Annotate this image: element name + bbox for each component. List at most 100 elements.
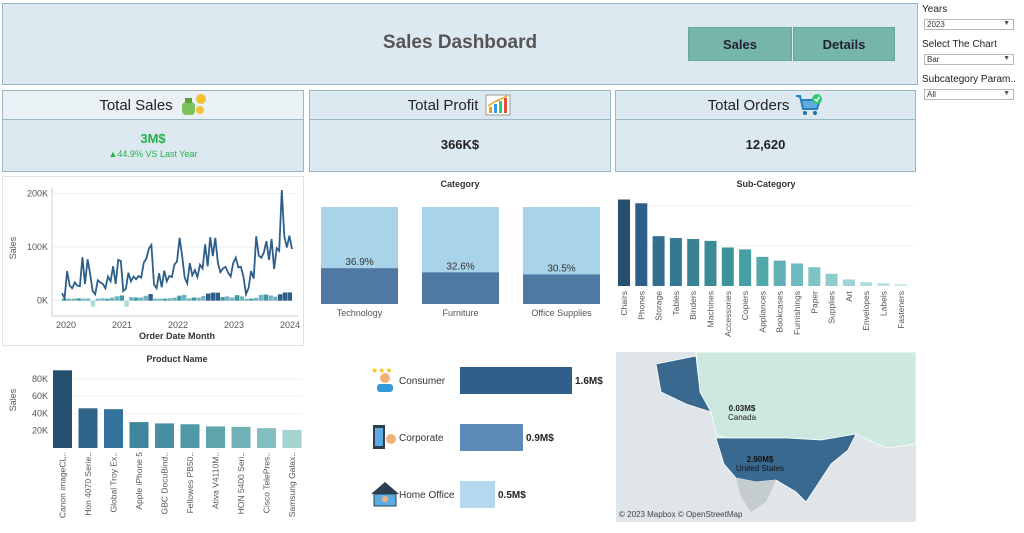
subcategory-bar[interactable] — [825, 273, 838, 286]
subcategory-bar[interactable] — [721, 247, 734, 286]
profit-bar — [124, 300, 129, 307]
subcategory-bar[interactable] — [791, 263, 803, 286]
map-us-label: United States — [736, 464, 785, 473]
subcategory-x-label: Art — [844, 290, 854, 302]
line-x-tick-label: 2020 — [56, 320, 76, 330]
line-x-tick-label: 2024 — [280, 320, 300, 330]
subcategory-bar[interactable] — [860, 282, 873, 286]
profit-bar — [177, 295, 182, 301]
segment-value-label: 1.6M$ — [575, 376, 603, 387]
map-region-canada[interactable] — [695, 352, 916, 449]
profit-bar — [114, 296, 120, 301]
profit-bar — [62, 298, 67, 301]
product-x-label: Hon 4070 Serie.. — [83, 452, 93, 516]
consumer-icon: ★★★ — [371, 366, 393, 392]
profit-bar — [182, 294, 187, 301]
details-nav-button[interactable]: Details — [793, 27, 895, 61]
product-x-label: Samsung Galax.. — [287, 452, 297, 517]
segment-label: Home Office — [399, 490, 455, 501]
product-bar[interactable] — [155, 423, 174, 448]
profit-bar — [129, 297, 134, 301]
profit-bar — [81, 298, 86, 301]
profit-bar — [249, 298, 254, 301]
subcategory-bar[interactable] — [842, 279, 855, 286]
category-bar-share[interactable] — [321, 268, 398, 304]
profit-bar — [134, 297, 139, 301]
years-select[interactable]: 2023 ▼ — [924, 19, 1014, 30]
profit-bar — [143, 295, 148, 301]
category-bar-share[interactable] — [422, 272, 499, 304]
segment-bar[interactable] — [460, 481, 495, 508]
chart-filter-label: Select The Chart — [922, 39, 997, 50]
subcategory-x-label: Accessories — [723, 291, 733, 337]
product-bar[interactable] — [129, 422, 149, 448]
map-region-alaska[interactable] — [655, 355, 712, 413]
subcategory-bar[interactable] — [773, 260, 786, 286]
segment-chart: ★★★ Consumer 1.6M$ Corporate 0.9M$ Home Offic… — [371, 366, 603, 508]
product-bar[interactable] — [231, 426, 251, 448]
kpi-sales-delta: ▲44.9% VS Last Year — [108, 149, 198, 159]
profit-bar — [239, 296, 244, 301]
subcategory-select[interactable]: All ▼ — [924, 89, 1014, 100]
subcategory-bar[interactable] — [808, 267, 821, 286]
subcategory-bar[interactable] — [652, 236, 665, 286]
segment-bar[interactable] — [460, 367, 572, 394]
map-canvas — [655, 352, 916, 512]
sales-nav-button[interactable]: Sales — [688, 27, 792, 61]
subcategory-x-label: Furnishings — [792, 291, 802, 335]
profit-bar — [105, 298, 110, 301]
product-x-label: GBC DocuBind.. — [160, 452, 170, 514]
kpi-sales-value: 3M$ — [140, 131, 166, 146]
subcategory-x-label: Supplies — [827, 291, 837, 324]
profit-bar — [273, 296, 278, 301]
subcategory-bar[interactable] — [687, 239, 700, 286]
map-canada-value: 0.03M$ — [728, 404, 756, 413]
subcategory-bar[interactable] — [877, 283, 890, 286]
subcategory-bar[interactable] — [669, 238, 682, 286]
product-bar[interactable] — [78, 408, 98, 448]
subcategory-bar[interactable] — [756, 256, 769, 286]
chart-type-select[interactable]: Bar ▼ — [924, 54, 1014, 65]
product-x-label: Ativa V4110M.. — [211, 452, 221, 509]
profit-bar — [76, 298, 81, 301]
category-chart-title: Category — [440, 179, 480, 189]
page-title: Sales Dashboard — [382, 32, 538, 53]
growth-chart-icon — [485, 94, 511, 116]
product-bar[interactable] — [53, 370, 72, 448]
subcategory-chart: Chairs Phones Storage Tables Binders Machines… — [617, 199, 915, 337]
category-chart: 36.9% Technology 32.6% Furniture 30.5% Office… — [321, 207, 600, 318]
subcategory-filter-label: Subcategory Param.. — [922, 74, 1016, 85]
segment-label: Corporate — [399, 433, 444, 444]
profit-bar — [258, 294, 264, 301]
svg-text:★★★: ★★★ — [371, 366, 393, 375]
subcategory-bar[interactable] — [894, 284, 907, 286]
product-y-tick-label: 20K — [32, 426, 48, 436]
map-attribution: © 2023 Mapbox © OpenStreetMap — [619, 510, 743, 519]
product-bar[interactable] — [257, 428, 276, 448]
profit-bar — [278, 294, 283, 301]
kpi-total-orders: Total Orders 12,620 — [615, 90, 916, 172]
product-bar[interactable] — [206, 426, 225, 448]
product-bar[interactable] — [180, 424, 200, 448]
subcategory-chart-title: Sub-Category — [736, 179, 796, 189]
sales-trend-chart: 0K 100K 200K 2020 2021 2022 2023 2024 Sales Or… — [2, 176, 304, 346]
line-y-tick-label: 0K — [37, 296, 48, 306]
category-bar-share[interactable] — [523, 274, 600, 304]
sales-map[interactable]: 0.03M$ Canada 2.90M$ United States © 202… — [616, 352, 916, 522]
profit-bar — [162, 298, 168, 301]
profit-bar — [210, 292, 216, 301]
segment-bar[interactable] — [460, 424, 523, 451]
subcategory-x-label: Storage — [654, 291, 664, 321]
subcategory-bar[interactable] — [635, 203, 648, 286]
product-bar[interactable] — [282, 429, 302, 448]
product-y-tick-label: 60K — [32, 391, 48, 401]
subcategory-bar[interactable] — [704, 240, 717, 286]
line-y-tick-label: 100K — [27, 242, 48, 252]
product-bar[interactable] — [104, 409, 123, 448]
profit-bar — [95, 298, 100, 301]
subcategory-bar[interactable] — [739, 249, 752, 286]
profit-bar — [254, 297, 259, 301]
profit-bar — [263, 294, 268, 301]
map-region-united-states[interactable] — [715, 433, 857, 503]
subcategory-bar[interactable] — [618, 199, 630, 286]
